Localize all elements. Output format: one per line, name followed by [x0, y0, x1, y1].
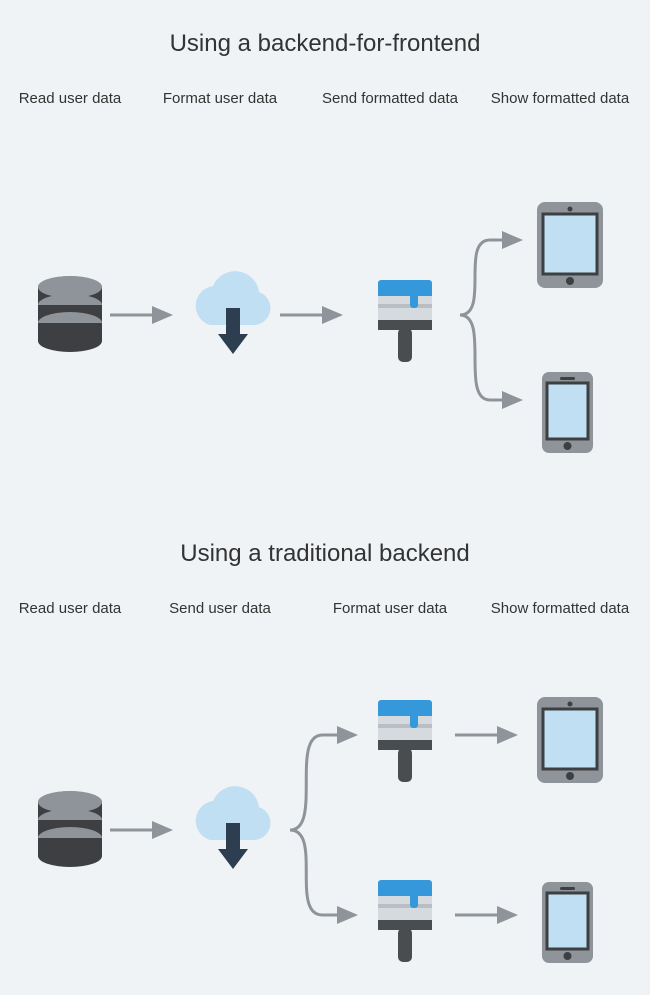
d2-label-0: Read user data: [0, 600, 140, 617]
d2-label-1: Send user data: [150, 600, 290, 617]
section-1-title: Using a backend-for-frontend: [0, 30, 650, 58]
database-icon: [35, 275, 105, 360]
database-icon: [35, 790, 105, 875]
d2-label-3: Show formatted data: [490, 600, 630, 617]
d1-label-3: Show formatted data: [490, 90, 630, 107]
section-2-title: Using a traditional backend: [0, 540, 650, 568]
tablet-icon: [535, 200, 605, 295]
paintbrush-icon: [370, 700, 440, 795]
phone-icon: [540, 370, 595, 460]
cloud-download-icon: [185, 785, 280, 880]
d1-label-1: Format user data: [150, 90, 290, 107]
paintbrush-icon: [370, 280, 440, 375]
d2-label-2: Format user data: [320, 600, 460, 617]
tablet-icon: [535, 695, 605, 790]
cloud-download-icon: [185, 270, 280, 365]
phone-icon: [540, 880, 595, 970]
d1-label-0: Read user data: [0, 90, 140, 107]
d1-label-2: Send formatted data: [320, 90, 460, 107]
paintbrush-icon: [370, 880, 440, 975]
